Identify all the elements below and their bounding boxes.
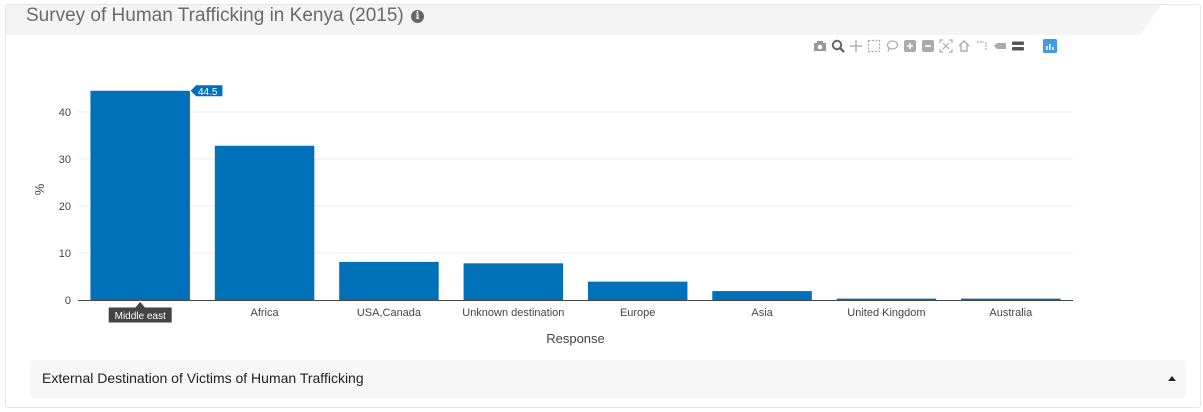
x-tick-label: Unknown destination	[462, 307, 564, 319]
y-tick-label: 0	[65, 295, 71, 307]
bar[interactable]	[339, 261, 439, 300]
bar[interactable]	[463, 263, 564, 300]
bar[interactable]	[90, 90, 190, 301]
chart-title-row: Survey of Human Trafficking in Kenya (20…	[26, 5, 425, 27]
hover-labels: 44.5 Middle east	[107, 84, 224, 324]
page-title: Survey of Human Trafficking in Kenya (20…	[26, 5, 404, 26]
bar[interactable]	[836, 298, 937, 300]
hover-compare-icon[interactable]	[1011, 39, 1025, 53]
y-tick-labels: 0 10 20 30 40	[59, 107, 71, 307]
zoom-out-icon[interactable]	[921, 39, 935, 53]
hover-category-label: Middle east	[107, 300, 173, 324]
zoom-icon[interactable]	[831, 39, 845, 53]
x-tick-labels: Africa USA,Canada Unknown destination Europ…	[251, 307, 1034, 319]
hover-closest-icon[interactable]	[993, 39, 1007, 53]
x-tick-label: Africa	[251, 307, 280, 319]
hover-category-text: Middle east	[115, 311, 166, 322]
x-tick-label: Australia	[989, 307, 1033, 319]
pan-icon[interactable]	[849, 39, 863, 53]
modebar	[813, 38, 1057, 54]
autoscale-icon[interactable]	[939, 39, 953, 53]
bar[interactable]	[587, 281, 688, 300]
card-header	[6, 5, 1200, 35]
chart-description-panel[interactable]: External Destination of Victims of Human…	[30, 360, 1186, 398]
info-icon[interactable]: i	[411, 10, 425, 23]
x-tick-label: United Kingdom	[847, 307, 925, 319]
bar[interactable]	[712, 291, 812, 300]
hover-value-text: 44.5	[198, 87, 218, 98]
y-axis-title: %	[32, 183, 47, 195]
chart-description-label: External Destination of Victims of Human…	[42, 370, 364, 386]
y-tick-label: 10	[59, 248, 71, 260]
reset-axes-icon[interactable]	[957, 39, 971, 53]
bars	[90, 90, 1061, 301]
lasso-icon[interactable]	[885, 39, 899, 53]
bar[interactable]	[961, 298, 1061, 300]
y-tick-label: 40	[59, 107, 71, 119]
camera-icon[interactable]	[813, 39, 827, 53]
x-tick-label: Asia	[751, 307, 773, 319]
x-tick-label: Europe	[620, 307, 655, 319]
bar[interactable]	[214, 145, 315, 300]
y-tick-label: 20	[59, 201, 71, 213]
plotly-logo-icon[interactable]	[1043, 39, 1057, 53]
y-tick-label: 30	[59, 154, 71, 166]
zoom-in-icon[interactable]	[903, 39, 917, 53]
caret-up-icon[interactable]	[1168, 376, 1176, 381]
hover-value-label: 44.5	[189, 84, 224, 98]
spike-lines-icon[interactable]	[975, 39, 989, 53]
box-select-icon[interactable]	[867, 39, 881, 53]
x-tick-label: USA,Canada	[357, 307, 422, 319]
x-axis-title: Response	[546, 331, 605, 346]
